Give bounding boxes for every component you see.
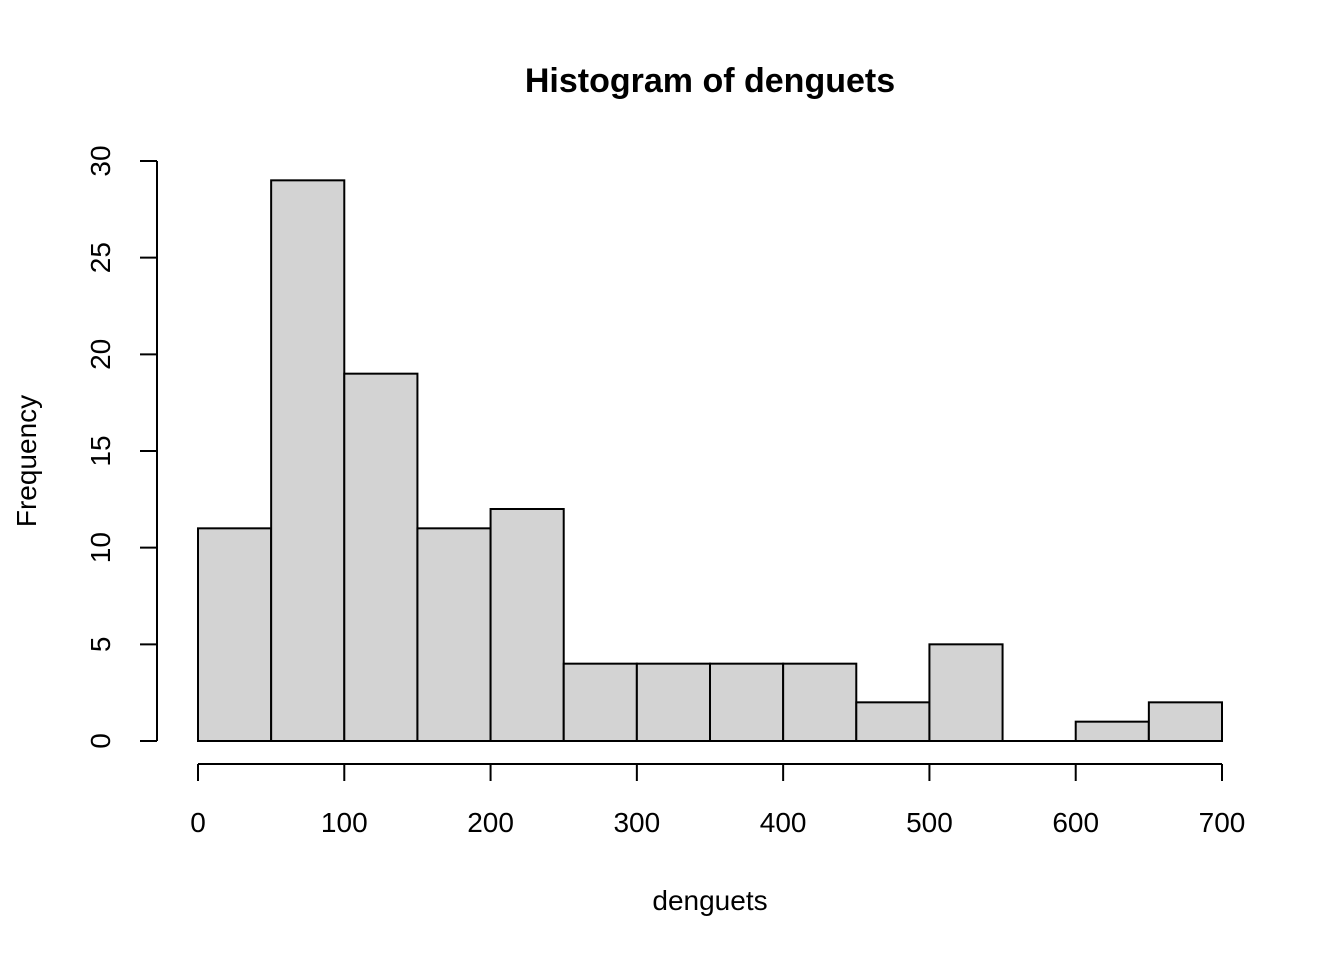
y-tick-label: 30 bbox=[85, 145, 116, 176]
x-axis: 0 100 200 300 400 500 600 700 bbox=[190, 763, 1246, 838]
y-tick-label: 20 bbox=[85, 339, 116, 370]
histogram-bar bbox=[343, 372, 419, 742]
histogram-bars bbox=[197, 179, 1224, 743]
histogram-bar bbox=[782, 662, 858, 743]
y-tick-label: 10 bbox=[85, 532, 116, 563]
y-tick-label: 0 bbox=[85, 733, 116, 749]
x-tick-label: 600 bbox=[1052, 807, 1099, 838]
x-tick-label: 700 bbox=[1199, 807, 1246, 838]
histogram-bar bbox=[562, 662, 638, 743]
histogram-bar bbox=[635, 662, 711, 743]
histogram-bar bbox=[1074, 720, 1150, 743]
histogram-bar bbox=[709, 662, 785, 743]
histogram-bar bbox=[855, 701, 931, 742]
histogram-bar bbox=[1147, 701, 1224, 742]
x-tick-label: 200 bbox=[467, 807, 514, 838]
y-tick-label: 5 bbox=[85, 637, 116, 653]
histogram-bar bbox=[928, 643, 1004, 742]
x-axis-label: denguets bbox=[652, 885, 767, 916]
x-tick-label: 0 bbox=[190, 807, 206, 838]
histogram-bar bbox=[197, 527, 273, 742]
y-tick-label: 25 bbox=[85, 242, 116, 273]
chart-title: Histogram of denguets bbox=[525, 62, 895, 100]
histogram-bar bbox=[416, 527, 492, 742]
y-tick-label: 15 bbox=[85, 435, 116, 466]
x-tick-label: 500 bbox=[906, 807, 953, 838]
x-tick-label: 300 bbox=[613, 807, 660, 838]
x-tick-label: 400 bbox=[760, 807, 807, 838]
x-tick-label: 100 bbox=[321, 807, 368, 838]
y-axis: 0 5 10 15 20 25 30 bbox=[85, 145, 158, 749]
y-axis-label: Frequency bbox=[11, 395, 42, 527]
histogram-bar bbox=[270, 179, 346, 743]
histogram-bar bbox=[489, 508, 565, 742]
